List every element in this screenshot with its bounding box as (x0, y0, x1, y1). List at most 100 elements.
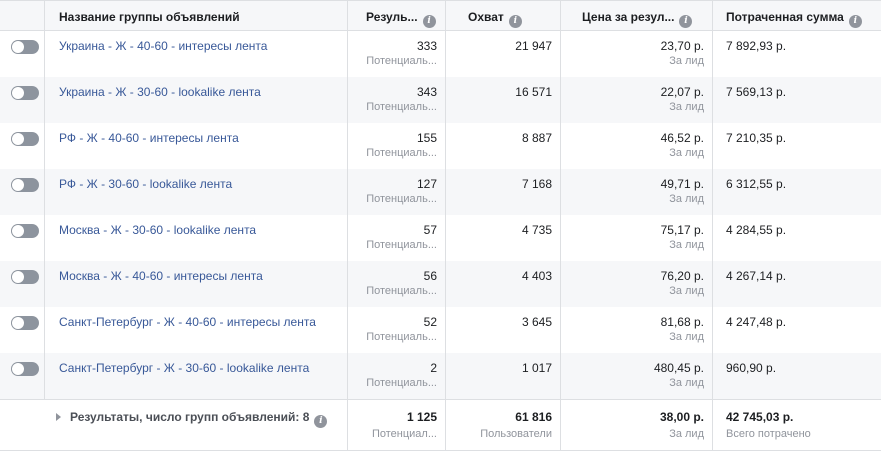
spent-value: 960,90 р. (726, 361, 777, 375)
totals-reach-type: Пользователи (480, 428, 552, 440)
ad-set-toggle[interactable] (11, 362, 39, 376)
header-name-cell[interactable]: Название группы объявлений (45, 1, 348, 30)
info-icon[interactable]: i (848, 15, 862, 28)
name-cell: РФ - Ж - 30-60 - lookalike лента (45, 169, 348, 215)
totals-row: Результаты, число групп объявлений: 8 i 1… (0, 399, 881, 451)
caret-right-icon[interactable] (56, 413, 61, 421)
ad-set-toggle[interactable] (11, 132, 39, 146)
column-header-reach[interactable]: Охват (468, 10, 504, 24)
cost-value: 23,70 р. (660, 39, 704, 53)
ad-set-toggle[interactable] (11, 224, 39, 238)
cost-type: За лид (669, 101, 704, 113)
cost-type: За лид (669, 147, 704, 159)
totals-label-wrap[interactable]: Результаты, число групп объявлений: 8 i (70, 410, 328, 428)
ad-set-name-link[interactable]: Санкт-Петербург - Ж - 40-60 - интересы л… (59, 315, 316, 329)
header-reach-cell[interactable]: Охват i (446, 1, 561, 30)
totals-toggle-cell (0, 400, 45, 450)
cost-value: 49,71 р. (660, 177, 704, 191)
results-cell: 343 Потенциаль... (348, 77, 446, 123)
ad-set-toggle[interactable] (11, 316, 39, 330)
cost-cell: 81,68 р. За лид (561, 307, 713, 353)
ad-set-name-link[interactable]: РФ - Ж - 30-60 - lookalike лента (59, 177, 233, 191)
cost-cell: 23,70 р. За лид (561, 31, 713, 77)
table-row: РФ - Ж - 40-60 - интересы лента 155 Потен… (0, 123, 881, 169)
spent-value: 4 267,14 р. (726, 269, 787, 283)
column-header-spent[interactable]: Потраченная сумма (726, 10, 844, 24)
results-type: Потенциаль... (366, 147, 437, 159)
ad-set-toggle[interactable] (11, 40, 39, 54)
toggle-cell (0, 169, 45, 215)
cost-type: За лид (669, 193, 704, 205)
totals-cost-value: 38,00 р. (659, 410, 704, 424)
column-header-name[interactable]: Название группы объявлений (59, 10, 240, 24)
totals-spent-value: 42 745,03 р. (726, 410, 794, 424)
reach-cell: 4 403 (446, 261, 561, 307)
info-icon[interactable]: i (508, 15, 522, 28)
header-spent-cell[interactable]: Потраченная сумма i (713, 1, 881, 30)
ad-set-name-link[interactable]: Москва - Ж - 40-60 - интересы лента (59, 269, 263, 283)
header-cost-cell[interactable]: Цена за резул... i (561, 1, 713, 30)
cost-type: За лид (669, 331, 704, 343)
ad-set-name-link[interactable]: Украина - Ж - 40-60 - интересы лента (59, 39, 268, 53)
table-row: Санкт-Петербург - Ж - 40-60 - интересы л… (0, 307, 881, 353)
info-icon[interactable]: i (422, 15, 436, 28)
cost-value: 76,20 р. (660, 269, 704, 283)
spent-value: 4 284,55 р. (726, 223, 787, 237)
column-header-reach-wrap[interactable]: Охват i (468, 10, 522, 28)
column-header-results-wrap[interactable]: Резуль... i (366, 10, 436, 28)
reach-cell: 4 735 (446, 215, 561, 261)
reach-value: 1 017 (521, 361, 552, 375)
reach-cell: 16 571 (446, 77, 561, 123)
results-type: Потенциаль... (366, 377, 437, 389)
spent-value: 7 569,13 р. (726, 85, 787, 99)
toggle-cell (0, 261, 45, 307)
header-results-cell[interactable]: Резуль... i (348, 1, 446, 30)
reach-value: 4 403 (521, 269, 552, 283)
results-value: 333 (416, 39, 437, 53)
ad-set-name-link[interactable]: Москва - Ж - 30-60 - lookalike лента (59, 223, 257, 237)
info-icon[interactable]: i (679, 15, 693, 28)
results-type: Потенциаль... (366, 331, 437, 343)
cost-type: За лид (669, 285, 704, 297)
column-header-spent-wrap[interactable]: Потраченная сумма i (726, 10, 862, 28)
results-cell: 333 Потенциаль... (348, 31, 446, 77)
table-row: Украина - Ж - 30-60 - lookalike лента 34… (0, 77, 881, 123)
reach-value: 21 947 (515, 39, 552, 53)
reach-cell: 1 017 (446, 353, 561, 399)
reach-value: 3 645 (521, 315, 552, 329)
reach-value: 16 571 (515, 85, 552, 99)
results-value: 155 (416, 131, 437, 145)
name-cell: РФ - Ж - 40-60 - интересы лента (45, 123, 348, 169)
ad-set-name-link[interactable]: РФ - Ж - 40-60 - интересы лента (59, 131, 239, 145)
reach-value: 8 887 (521, 131, 552, 145)
ad-set-name-link[interactable]: Украина - Ж - 30-60 - lookalike лента (59, 85, 261, 99)
info-icon[interactable]: i (314, 415, 328, 428)
spent-cell: 7 569,13 р. (713, 77, 881, 123)
table-row: Москва - Ж - 30-60 - lookalike лента 57 П… (0, 215, 881, 261)
ad-set-name-link[interactable]: Санкт-Петербург - Ж - 30-60 - lookalike … (59, 361, 310, 375)
results-value: 52 (423, 315, 437, 329)
ad-set-toggle[interactable] (11, 86, 39, 100)
spent-value: 7 892,93 р. (726, 39, 787, 53)
spent-cell: 4 267,14 р. (713, 261, 881, 307)
ad-set-toggle[interactable] (11, 178, 39, 192)
column-header-cost[interactable]: Цена за резул... (582, 10, 675, 24)
reach-cell: 21 947 (446, 31, 561, 77)
totals-label-cell: Результаты, число групп объявлений: 8 i (45, 400, 348, 450)
name-cell: Украина - Ж - 40-60 - интересы лента (45, 31, 348, 77)
totals-results-type: Потенциал... (371, 428, 437, 440)
cost-cell: 76,20 р. За лид (561, 261, 713, 307)
results-value: 2 (430, 361, 437, 375)
table-row: Санкт-Петербург - Ж - 30-60 - lookalike … (0, 353, 881, 399)
totals-label[interactable]: Результаты, число групп объявлений: 8 (70, 410, 310, 424)
totals-spent-type: Всего потрачено (726, 428, 811, 440)
column-header-results[interactable]: Резуль... (366, 10, 418, 24)
name-cell: Санкт-Петербург - Ж - 30-60 - lookalike … (45, 353, 348, 399)
results-type: Потенциаль... (366, 55, 437, 67)
cost-cell: 480,45 р. За лид (561, 353, 713, 399)
column-header-cost-wrap[interactable]: Цена за резул... i (582, 10, 693, 28)
totals-reach-value: 61 816 (515, 410, 552, 424)
toggle-cell (0, 307, 45, 353)
ad-set-toggle[interactable] (11, 270, 39, 284)
